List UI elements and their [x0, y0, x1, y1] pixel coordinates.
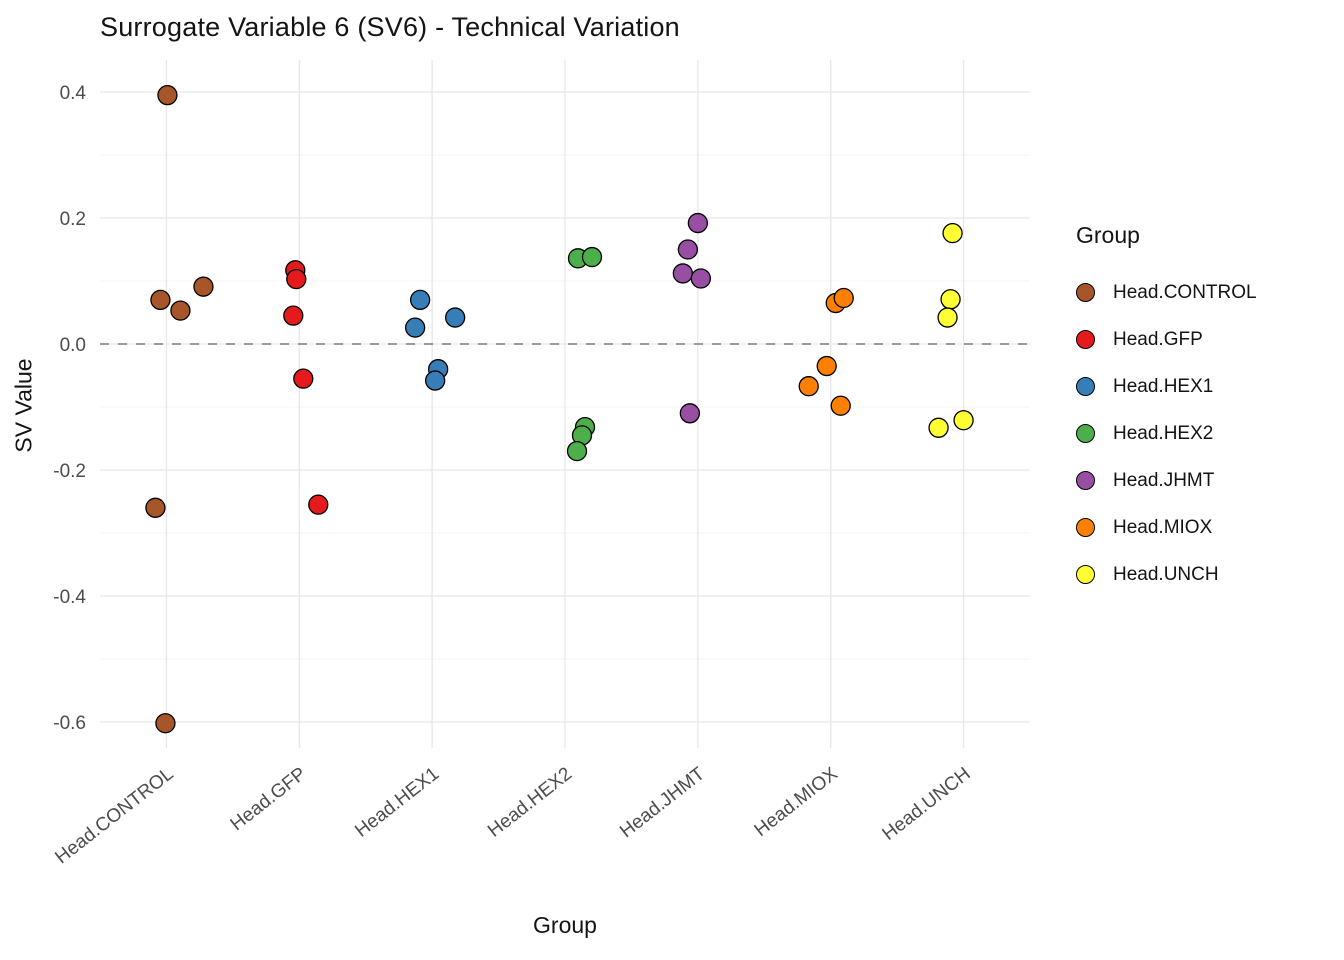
- data-point: [672, 263, 694, 284]
- legend-label: Head.HEX2: [1113, 422, 1214, 444]
- data-point: [679, 403, 701, 424]
- legend-swatch-icon: [1076, 283, 1095, 302]
- legend-label: Head.UNCH: [1113, 563, 1219, 585]
- x-axis-title: Group: [533, 912, 597, 938]
- x-tick-label: Head.CONTROL: [51, 763, 177, 868]
- data-point: [566, 440, 588, 462]
- data-point: [690, 268, 712, 289]
- legend-swatch-icon: [1076, 518, 1095, 537]
- legend-item: Head.GFP: [1062, 316, 1334, 363]
- legend-label: Head.GFP: [1113, 328, 1203, 350]
- data-point: [937, 307, 958, 328]
- data-point: [833, 287, 854, 309]
- y-tick-label: -0.4: [53, 587, 86, 608]
- x-tick-label: Head.HEX2: [484, 763, 576, 841]
- data-point: [953, 410, 974, 431]
- data-point: [155, 713, 176, 734]
- x-tick-label: Head.MIOX: [751, 763, 842, 841]
- legend-swatch-icon: [1076, 424, 1095, 443]
- legend-label: Head.JHMT: [1113, 469, 1215, 491]
- y-axis-title: SV Value: [10, 358, 37, 453]
- data-point: [928, 417, 949, 438]
- data-point: [830, 395, 851, 416]
- data-point: [170, 300, 191, 321]
- legend: Group Head.CONTROL Head.GFP Head.HEX1 Head.…: [1062, 222, 1334, 598]
- data-point: [677, 239, 699, 260]
- legend-swatch-icon: [1076, 471, 1095, 490]
- legend-items: Head.CONTROL Head.GFP Head.HEX1 Head.HEX2 He…: [1062, 269, 1334, 598]
- legend-swatch-icon: [1076, 330, 1095, 349]
- data-point: [687, 212, 709, 234]
- y-tick-label: 0.4: [60, 83, 87, 104]
- x-tick-label: Head.GFP: [227, 763, 311, 835]
- data-point: [157, 85, 178, 106]
- legend-title: Group: [1076, 222, 1140, 248]
- y-tick-label: 0.0: [60, 335, 86, 356]
- data-point: [424, 370, 446, 391]
- legend-swatch-icon: [1076, 377, 1095, 396]
- legend-item: Head.UNCH: [1062, 551, 1334, 598]
- legend-label: Head.CONTROL: [1113, 281, 1257, 303]
- data-point: [581, 246, 603, 268]
- data-point: [798, 376, 819, 397]
- legend-item: Head.MIOX: [1062, 504, 1334, 551]
- data-point: [444, 307, 466, 328]
- data-point: [409, 289, 431, 311]
- data-point: [404, 317, 426, 338]
- data-point: [145, 497, 166, 518]
- legend-item: Head.CONTROL: [1062, 269, 1334, 316]
- y-tick-label: -0.6: [53, 713, 86, 734]
- legend-item: Head.JHMT: [1062, 457, 1334, 504]
- data-point: [308, 494, 329, 515]
- legend-label: Head.MIOX: [1113, 516, 1213, 538]
- data-point: [816, 355, 837, 377]
- data-point: [942, 222, 963, 244]
- y-tick-label: 0.2: [60, 209, 86, 230]
- data-point: [193, 276, 214, 297]
- x-tick-label: Head.JHMT: [616, 763, 709, 842]
- chart-title: Surrogate Variable 6 (SV6) - Technical V…: [100, 12, 680, 42]
- data-point: [286, 268, 307, 290]
- x-tick-label: Head.HEX1: [351, 763, 443, 841]
- data-point: [150, 289, 171, 311]
- x-tick-label: Head.UNCH: [879, 763, 975, 845]
- legend-item: Head.HEX2: [1062, 410, 1334, 457]
- y-tick-label: -0.2: [53, 461, 86, 482]
- data-point: [293, 368, 314, 389]
- data-point: [283, 305, 304, 326]
- data-point: [940, 289, 961, 310]
- legend-label: Head.HEX1: [1113, 375, 1214, 397]
- legend-swatch-icon: [1076, 565, 1095, 584]
- legend-item: Head.HEX1: [1062, 363, 1334, 410]
